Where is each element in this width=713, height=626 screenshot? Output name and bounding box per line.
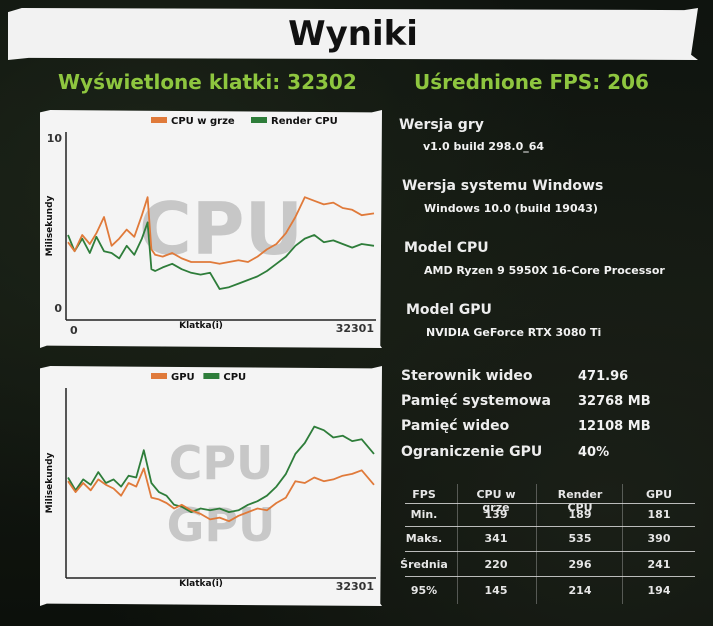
cpu-chart-svg: CPU CPU w grze Render CPU 10 0 Milisekundy Kla… bbox=[45, 116, 376, 337]
table-divider bbox=[622, 484, 623, 604]
table-header-fps: FPS bbox=[412, 488, 436, 501]
cpu-model-value: AMD Ryzen 9 5950X 16-Core Processor bbox=[424, 264, 665, 277]
table-cell: 390 bbox=[647, 532, 671, 545]
table-row-label: Maks. bbox=[405, 532, 443, 545]
gpu-chart: CPU GPU GPU CPU Milisekundy Klatka(i) 32301 bbox=[40, 366, 382, 606]
system-memory-label: Pamięć systemowa bbox=[401, 393, 551, 409]
table-header-cpu-game: CPU w grze bbox=[476, 488, 516, 514]
legend-label: GPU bbox=[171, 372, 195, 383]
gpu-limit-value: 40% bbox=[578, 445, 610, 460]
x-axis-title: Klatka(i) bbox=[179, 579, 223, 589]
x-tick-label: 32301 bbox=[336, 322, 374, 335]
table-rule bbox=[405, 503, 695, 504]
system-memory-value: 32768 MB bbox=[578, 394, 651, 409]
series-line-cpu bbox=[67, 425, 375, 514]
table-cell: 145 bbox=[484, 584, 508, 597]
legend-label: CPU w grze bbox=[171, 116, 235, 127]
table-header-render-cpu: Render CPU bbox=[557, 488, 603, 514]
video-memory-value: 12108 MB bbox=[578, 419, 651, 434]
y-axis-title: Milisekundy bbox=[45, 452, 55, 513]
video-driver-label: Sterownik wideo bbox=[401, 368, 533, 384]
cpu-chart: CPU CPU w grze Render CPU 10 0 Milisekundy Kla… bbox=[40, 110, 382, 348]
table-divider bbox=[536, 484, 537, 604]
chart-watermark: CPU bbox=[169, 436, 274, 490]
table-cell: 189 bbox=[568, 508, 592, 521]
y-tick-label: 0 bbox=[54, 302, 62, 315]
legend-label: Render CPU bbox=[271, 116, 338, 127]
table-cell: 341 bbox=[484, 532, 508, 545]
legend-swatch bbox=[151, 117, 167, 123]
gpu-limit-label: Ograniczenie GPU bbox=[401, 444, 543, 460]
table-cell: 214 bbox=[568, 584, 592, 597]
windows-version-label: Wersja systemu Windows bbox=[402, 178, 604, 194]
x-tick-label: 32301 bbox=[336, 580, 374, 593]
cpu-model-label: Model CPU bbox=[404, 240, 489, 256]
x-axis-title: Klatka(i) bbox=[179, 321, 223, 331]
fps-table: FPS CPU w grze Render CPU GPU Min. 139 1… bbox=[397, 484, 703, 604]
game-version-label: Wersja gry bbox=[399, 117, 484, 133]
table-cell: 181 bbox=[647, 508, 671, 521]
gpu-model-value: NVIDIA GeForce RTX 3080 Ti bbox=[426, 326, 602, 339]
y-axis-title: Milisekundy bbox=[45, 195, 55, 256]
series-line-cpu-w-grze bbox=[67, 196, 375, 265]
legend-swatch bbox=[251, 117, 267, 123]
video-memory-label: Pamięć wideo bbox=[401, 418, 510, 434]
table-rule bbox=[405, 551, 695, 552]
legend-swatch bbox=[151, 373, 167, 379]
legend-label: CPU bbox=[223, 372, 246, 383]
title-banner: Wyniki bbox=[8, 8, 698, 60]
legend-swatch bbox=[203, 373, 220, 379]
chart-watermark: CPU bbox=[139, 187, 303, 271]
game-version-value: v1.0 build 298.0_64 bbox=[423, 140, 545, 153]
table-row-label: Min. bbox=[410, 508, 438, 521]
table-divider bbox=[457, 484, 458, 604]
y-tick-label: 10 bbox=[47, 132, 63, 145]
series-line-gpu bbox=[67, 467, 375, 523]
gpu-model-label: Model GPU bbox=[406, 302, 492, 318]
table-row-label: 95% bbox=[410, 584, 438, 597]
page-title: Wyniki bbox=[288, 14, 418, 54]
table-rule bbox=[405, 576, 695, 577]
windows-version-value: Windows 10.0 (build 19043) bbox=[424, 202, 598, 215]
video-driver-value: 471.96 bbox=[578, 369, 629, 384]
table-cell: 535 bbox=[568, 532, 592, 545]
x-tick-label: 0 bbox=[70, 324, 78, 337]
frames-displayed: Wyświetlone klatki: 32302 bbox=[58, 70, 357, 94]
table-cell: 241 bbox=[647, 558, 671, 571]
table-header-gpu: GPU bbox=[645, 488, 673, 501]
table-cell: 194 bbox=[647, 584, 671, 597]
table-cell: 139 bbox=[484, 508, 508, 521]
average-fps: Uśrednione FPS: 206 bbox=[414, 70, 649, 94]
table-rule bbox=[405, 526, 695, 527]
series-line-render-cpu bbox=[67, 221, 375, 290]
table-cell: 220 bbox=[484, 558, 508, 571]
table-row-label: Średnia bbox=[400, 558, 448, 571]
table-cell: 296 bbox=[568, 558, 592, 571]
